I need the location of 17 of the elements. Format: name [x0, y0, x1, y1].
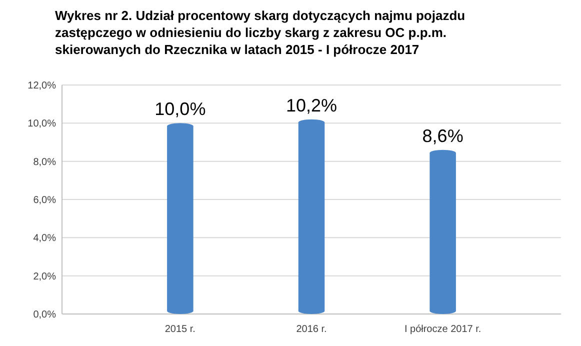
y-tick-label: 6,0% [33, 195, 56, 206]
data-label: 10,2% [286, 95, 338, 116]
bar [298, 119, 325, 314]
bar [167, 123, 194, 314]
y-tick-label: 2,0% [33, 271, 56, 282]
x-tick-label: I półrocze 2017 r. [404, 324, 482, 335]
y-tick-label: 4,0% [33, 233, 56, 244]
y-tick-label: 12,0% [28, 80, 56, 92]
y-tick-label: 0,0% [33, 310, 56, 320]
data-label: 10,0% [154, 99, 206, 120]
y-tick-label: 10,0% [28, 118, 56, 130]
data-label: 8,6% [422, 126, 464, 146]
y-tick-label: 8,0% [33, 156, 56, 168]
x-tick-label: 2016 r. [296, 324, 327, 335]
chart-title: Wykres nr 2. Udział procentowy skarg dotyczących najmu pojazdu zastępczego w odniesieniu do liczby skarg z zakresu OC p.p.m. skierowanych do Rzecznika w latach 2015 - I półrocze 2017 [55, 8, 466, 57]
x-tick-label: 2015 r. [164, 324, 196, 335]
bar [430, 150, 456, 314]
